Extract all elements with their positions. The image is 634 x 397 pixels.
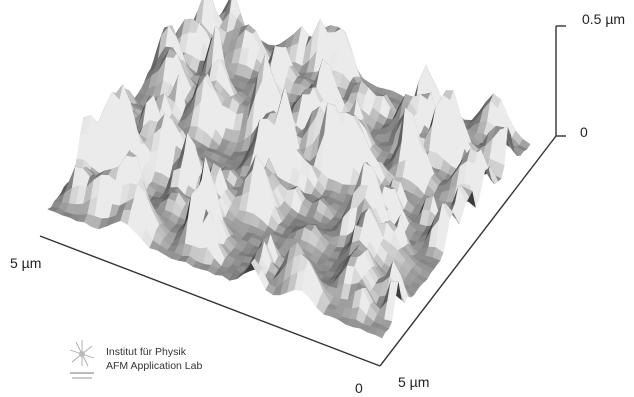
afm-topography-surface bbox=[47, 0, 531, 339]
credit-institute-line: Institut für Physik bbox=[106, 346, 186, 358]
surface-facet bbox=[374, 328, 386, 339]
z-axis-zero-label: 0 bbox=[580, 124, 588, 140]
right-baseline-axis bbox=[379, 135, 557, 367]
right-axis-length-label: 5 µm bbox=[398, 374, 430, 390]
left-axis-length-label: 5 µm bbox=[10, 255, 42, 271]
left-baseline-axis bbox=[39, 235, 381, 367]
origin-label: 0 bbox=[355, 380, 363, 396]
z-axis-max-label: 0.5 µm bbox=[582, 11, 626, 27]
institute-logo-icon bbox=[69, 340, 95, 379]
institute-credit: Institut für Physik AFM Application Lab bbox=[106, 345, 202, 373]
credit-lab-line: AFM Application Lab bbox=[106, 360, 203, 372]
axis-frame bbox=[39, 25, 566, 367]
